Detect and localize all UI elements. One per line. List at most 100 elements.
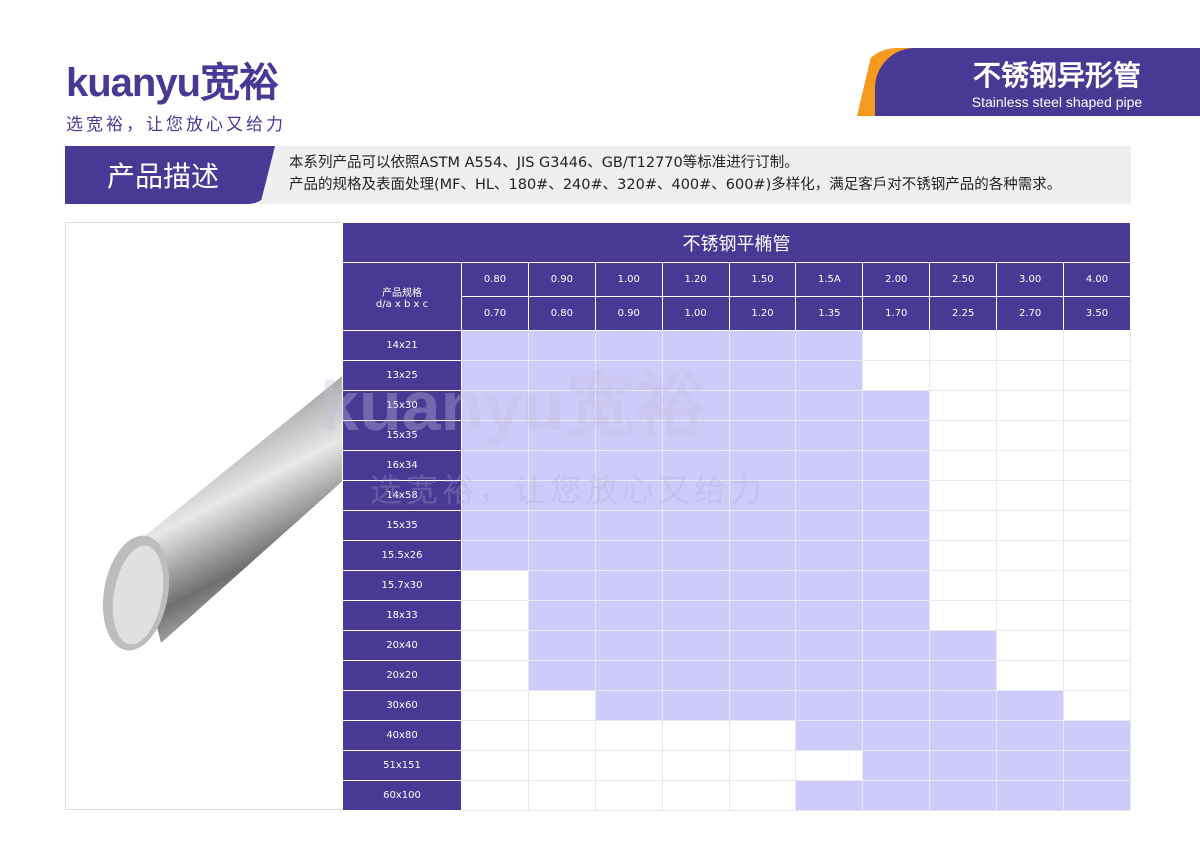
available-cell bbox=[728, 330, 797, 361]
available-cell bbox=[527, 600, 596, 631]
available-cell bbox=[929, 750, 998, 781]
unavailable-cell bbox=[527, 690, 596, 721]
available-cell bbox=[862, 510, 931, 541]
available-cell bbox=[661, 390, 730, 421]
unavailable-cell bbox=[795, 750, 864, 781]
thickness-a-header: 0.80 bbox=[461, 262, 529, 297]
available-cell bbox=[1063, 720, 1131, 751]
unavailable-cell bbox=[996, 660, 1065, 691]
available-cell bbox=[661, 360, 730, 391]
size-label: 15x35 bbox=[342, 420, 462, 451]
unavailable-cell bbox=[661, 720, 730, 751]
available-cell bbox=[795, 420, 864, 451]
thickness-b-header: 0.90 bbox=[594, 296, 663, 331]
available-cell bbox=[594, 540, 663, 571]
available-cell bbox=[527, 540, 596, 571]
available-cell bbox=[661, 330, 730, 361]
available-cell bbox=[1063, 780, 1131, 811]
thickness-b-header: 3.50 bbox=[1063, 296, 1131, 331]
available-cell bbox=[929, 630, 998, 661]
unavailable-cell bbox=[862, 360, 931, 391]
unavailable-cell bbox=[996, 450, 1065, 481]
available-cell bbox=[527, 660, 596, 691]
available-cell bbox=[996, 720, 1065, 751]
available-cell bbox=[929, 780, 998, 811]
unavailable-cell bbox=[594, 750, 663, 781]
available-cell bbox=[661, 660, 730, 691]
size-label: 16x34 bbox=[342, 450, 462, 481]
available-cell bbox=[862, 450, 931, 481]
available-cell bbox=[527, 510, 596, 541]
available-cell bbox=[661, 600, 730, 631]
available-cell bbox=[594, 690, 663, 721]
unavailable-cell bbox=[929, 600, 998, 631]
table-row: 30x60 bbox=[342, 690, 1131, 721]
description-label: 产品描述 bbox=[65, 146, 275, 204]
available-cell bbox=[728, 570, 797, 601]
slogan: 选宽裕，让您放心又给力 bbox=[66, 115, 286, 135]
available-cell bbox=[862, 690, 931, 721]
table-row: 15x35 bbox=[342, 510, 1131, 541]
unavailable-cell bbox=[996, 330, 1065, 361]
available-cell bbox=[929, 690, 998, 721]
available-cell bbox=[996, 690, 1065, 721]
size-label: 15x35 bbox=[342, 510, 462, 541]
thickness-b-header: 1.35 bbox=[795, 296, 864, 331]
thickness-a-header: 4.00 bbox=[1063, 262, 1131, 297]
available-cell bbox=[594, 330, 663, 361]
unavailable-cell bbox=[1063, 660, 1131, 691]
size-label: 13x25 bbox=[342, 360, 462, 391]
unavailable-cell bbox=[661, 750, 730, 781]
table-row: 16x34 bbox=[342, 450, 1131, 481]
available-cell bbox=[862, 630, 931, 661]
available-cell bbox=[661, 510, 730, 541]
available-cell bbox=[661, 690, 730, 721]
available-cell bbox=[594, 510, 663, 541]
available-cell bbox=[862, 480, 931, 511]
available-cell bbox=[862, 570, 931, 601]
size-label: 18x33 bbox=[342, 600, 462, 631]
available-cell bbox=[527, 330, 596, 361]
available-cell bbox=[527, 480, 596, 511]
oval-pipe-image bbox=[102, 373, 346, 651]
available-cell bbox=[795, 780, 864, 811]
unavailable-cell bbox=[1063, 390, 1131, 421]
available-cell bbox=[461, 480, 529, 511]
unavailable-cell bbox=[929, 390, 998, 421]
available-cell bbox=[862, 600, 931, 631]
available-cell bbox=[594, 420, 663, 451]
thickness-a-header: 2.00 bbox=[862, 262, 931, 297]
available-cell bbox=[795, 630, 864, 661]
thickness-b-header: 0.80 bbox=[527, 296, 596, 331]
available-cell bbox=[461, 390, 529, 421]
available-cell bbox=[527, 630, 596, 661]
available-cell bbox=[728, 660, 797, 691]
available-cell bbox=[795, 720, 864, 751]
available-cell bbox=[594, 660, 663, 691]
page-title: 不锈钢异形管 bbox=[972, 59, 1141, 92]
available-cell bbox=[728, 630, 797, 661]
available-cell bbox=[862, 390, 931, 421]
thickness-a-header: 1.20 bbox=[661, 262, 730, 297]
available-cell bbox=[661, 570, 730, 601]
available-cell bbox=[594, 450, 663, 481]
table-title: 不锈钢平椭管 bbox=[342, 222, 1131, 263]
table-row: 15.7x30 bbox=[342, 570, 1131, 601]
available-cell bbox=[661, 630, 730, 661]
unavailable-cell bbox=[527, 750, 596, 781]
tag-background bbox=[875, 48, 1200, 116]
unavailable-cell bbox=[862, 330, 931, 361]
size-label: 14x21 bbox=[342, 330, 462, 361]
size-label: 15.7x30 bbox=[342, 570, 462, 601]
brand-logo: kuanyu宽裕 选宽裕，让您放心又给力 bbox=[66, 50, 286, 135]
available-cell bbox=[996, 780, 1065, 811]
available-cell bbox=[996, 750, 1065, 781]
unavailable-cell bbox=[527, 780, 596, 811]
available-cell bbox=[795, 570, 864, 601]
unavailable-cell bbox=[929, 540, 998, 571]
unavailable-cell bbox=[1063, 570, 1131, 601]
unavailable-cell bbox=[661, 780, 730, 811]
available-cell bbox=[795, 330, 864, 361]
unavailable-cell bbox=[929, 510, 998, 541]
available-cell bbox=[594, 570, 663, 601]
